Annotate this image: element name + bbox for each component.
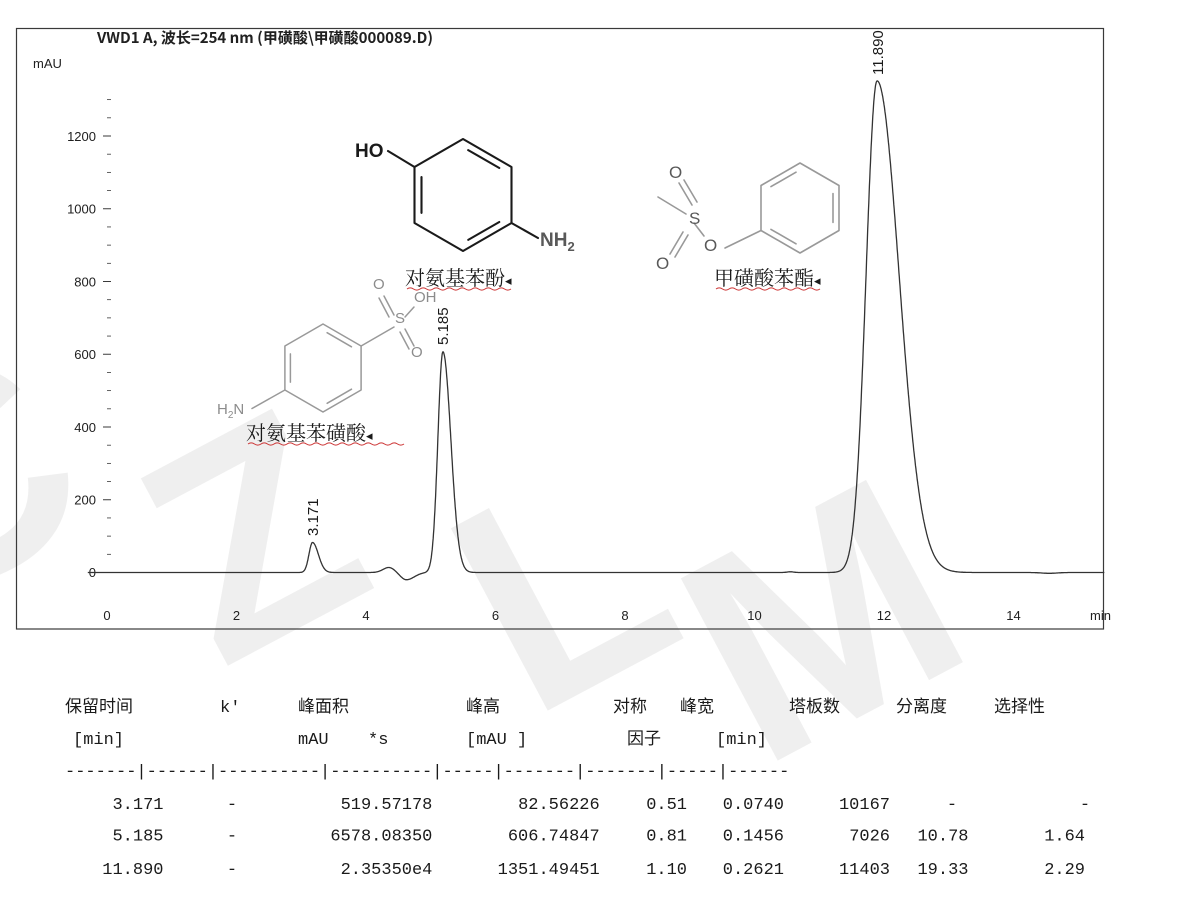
svg-text:-: -: [227, 828, 237, 847]
svg-text:VWD1 A, 波长=254 nm (甲磺酸\甲磺酸0000: VWD1 A, 波长=254 nm (甲磺酸\甲磺酸000089.D): [96, 27, 433, 48]
svg-text:2.29: 2.29: [1044, 861, 1085, 880]
svg-text:6: 6: [492, 608, 499, 623]
svg-text:分离度: 分离度: [896, 692, 947, 717]
svg-text:O: O: [669, 163, 682, 182]
svg-text:S: S: [395, 310, 405, 327]
svg-text:-: -: [227, 796, 237, 815]
svg-text:[mAU ]: [mAU ]: [466, 731, 527, 750]
svg-text:200: 200: [74, 493, 96, 508]
svg-text:选择性: 选择性: [994, 692, 1045, 717]
svg-text:0: 0: [103, 608, 110, 623]
svg-text:对氨基苯酚◂: 对氨基苯酚◂: [405, 262, 512, 291]
svg-text:0.1456: 0.1456: [723, 828, 784, 847]
svg-text:400: 400: [74, 420, 96, 435]
svg-text:O: O: [704, 236, 717, 255]
svg-text:7026: 7026: [849, 828, 890, 847]
svg-text:0.0740: 0.0740: [723, 796, 784, 815]
svg-text:4: 4: [362, 608, 369, 623]
svg-text:mAU: mAU: [298, 731, 329, 750]
svg-text:10.78: 10.78: [917, 828, 968, 847]
svg-text:1351.49451: 1351.49451: [498, 861, 600, 880]
svg-text:-: -: [227, 861, 237, 880]
svg-text:3.171: 3.171: [112, 796, 163, 815]
svg-text:k': k': [220, 699, 240, 718]
svg-text:O: O: [656, 254, 669, 273]
svg-text:10: 10: [747, 608, 761, 623]
svg-text:5.185: 5.185: [435, 307, 452, 345]
svg-text:S: S: [689, 209, 700, 228]
svg-text:O: O: [373, 276, 385, 293]
svg-text:600: 600: [74, 347, 96, 362]
svg-text:对称: 对称: [613, 692, 647, 717]
svg-text:82.56226: 82.56226: [518, 796, 600, 815]
svg-text:-------|------|----------|----: -------|------|----------|----------|---…: [65, 763, 789, 782]
svg-text:-: -: [947, 796, 957, 815]
svg-text:塔板数: 塔板数: [789, 692, 840, 717]
svg-text:-: -: [1080, 796, 1090, 815]
svg-text:2.35350e4: 2.35350e4: [341, 861, 433, 880]
svg-text:1.10: 1.10: [646, 861, 687, 880]
svg-text:14: 14: [1006, 608, 1020, 623]
svg-text:1200: 1200: [67, 129, 96, 144]
svg-text:HO: HO: [355, 141, 384, 162]
svg-text:[min]: [min]: [716, 731, 767, 750]
svg-text:甲磺酸苯酯◂: 甲磺酸苯酯◂: [714, 262, 821, 291]
svg-text:1.64: 1.64: [1044, 828, 1085, 847]
svg-text:19.33: 19.33: [917, 861, 968, 880]
svg-text:O: O: [411, 344, 423, 361]
svg-text:峰高: 峰高: [466, 692, 500, 717]
svg-text:800: 800: [74, 274, 96, 289]
svg-text:12: 12: [877, 608, 891, 623]
svg-text:对氨基苯磺酸◂: 对氨基苯磺酸◂: [246, 417, 373, 446]
svg-text:606.74847: 606.74847: [508, 828, 600, 847]
svg-text:0.2621: 0.2621: [723, 861, 784, 880]
svg-text:1000: 1000: [67, 202, 96, 217]
svg-text:0.81: 0.81: [646, 828, 687, 847]
svg-text:5.185: 5.185: [112, 828, 163, 847]
svg-text:OH: OH: [414, 289, 437, 306]
svg-text:峰面积: 峰面积: [298, 692, 349, 717]
svg-text:11.890: 11.890: [102, 861, 163, 880]
svg-text:*s: *s: [368, 731, 388, 750]
svg-text:min: min: [1090, 608, 1111, 623]
svg-text:519.57178: 519.57178: [341, 796, 433, 815]
svg-text:保留时间: 保留时间: [65, 692, 133, 717]
svg-text:峰宽: 峰宽: [680, 692, 714, 717]
svg-text:mAU: mAU: [33, 56, 62, 71]
svg-text:8: 8: [621, 608, 628, 623]
svg-text:2: 2: [233, 608, 240, 623]
svg-text:0.51: 0.51: [646, 796, 687, 815]
svg-text:[min]: [min]: [73, 731, 124, 750]
svg-text:10167: 10167: [839, 796, 890, 815]
svg-text:11.890: 11.890: [870, 30, 887, 75]
svg-text:因子: 因子: [627, 724, 661, 749]
svg-text:11403: 11403: [839, 861, 890, 880]
svg-text:6578.08350: 6578.08350: [330, 828, 432, 847]
svg-text:3.171: 3.171: [305, 498, 322, 536]
